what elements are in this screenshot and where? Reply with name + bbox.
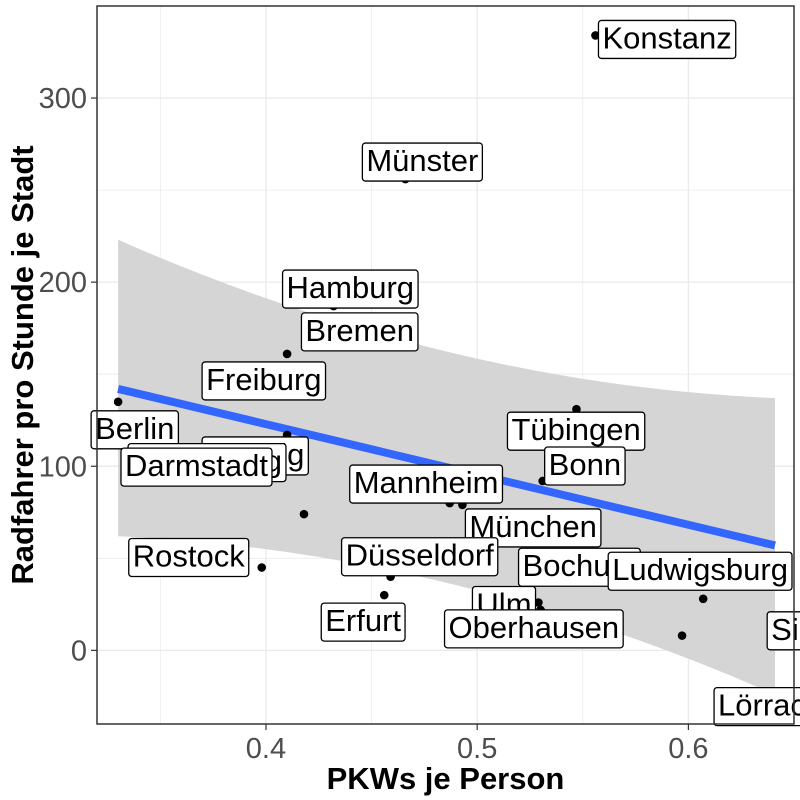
label-bonn: Bonn — [549, 447, 621, 482]
x-axis-title: PKWs je Person — [327, 761, 565, 796]
label-lörrach: Lörrach — [718, 688, 800, 723]
x-tick-label: 0.4 — [246, 733, 286, 765]
data-point-erfurt — [379, 590, 389, 600]
label-group: München — [464, 508, 602, 548]
data-point-siegen — [698, 594, 708, 604]
y-tick-label: 200 — [39, 267, 87, 299]
label-freiburg: Freiburg — [206, 362, 321, 397]
data-point-berlin — [113, 397, 123, 407]
label-box — [349, 464, 504, 504]
label-box — [713, 686, 800, 727]
label-box — [607, 551, 793, 591]
label-tübingen: Tübingen — [511, 412, 640, 447]
label-siegen: Siegen — [771, 612, 800, 647]
label-box — [340, 537, 499, 577]
label-mannheim: Mannheim — [354, 465, 499, 500]
label-box — [300, 312, 419, 352]
label-group: Tübingen — [506, 411, 646, 451]
plot-border — [96, 5, 795, 725]
y-tick-label: 0 — [71, 635, 87, 667]
label-münster: Münster — [366, 143, 478, 178]
label-group: Mannheim — [349, 464, 504, 504]
label-group: Hamburg — [281, 269, 419, 309]
label-rostock: Rostock — [133, 539, 245, 574]
label-ludwigsburg: Ludwigsburg — [612, 552, 788, 587]
label-group: Erfurt — [320, 602, 406, 642]
label-group: Bonn — [544, 446, 626, 486]
y-tick-label: 100 — [39, 451, 87, 483]
label-group: Oberhausen — [443, 609, 624, 649]
label-konstanz: Konstanz — [602, 20, 731, 55]
data-point-lörrach — [677, 631, 687, 640]
label-box — [120, 447, 273, 487]
label-group: Siegen — [766, 611, 800, 651]
y-tick-label: 300 — [39, 83, 87, 115]
label-erfurt: Erfurt — [325, 603, 401, 638]
y-axis-title: Radfahrer pro Stunde je Stadt — [5, 145, 40, 584]
data-point-freiburg — [282, 349, 292, 359]
label-group: Darmstadt — [120, 447, 273, 487]
label-box — [464, 508, 602, 548]
label-berlin: Berlin — [95, 411, 174, 446]
label-hamburg: Hamburg — [287, 270, 415, 305]
label-box — [361, 142, 484, 182]
data-point-rostock — [257, 563, 267, 572]
label-box — [128, 537, 250, 578]
label-box — [597, 19, 737, 60]
label-darmstadt: Darmstadt — [125, 448, 268, 483]
label-box — [544, 446, 626, 486]
label-group: Ludwigsburg — [607, 551, 793, 591]
x-tick-label: 0.5 — [457, 733, 497, 765]
point-labels: Konstanz Münster Hamburg Bremen Freiburg Berl… — [90, 19, 800, 727]
label-oberhausen: Oberhausen — [449, 610, 620, 645]
label-düsseldorf: Düsseldorf — [346, 538, 495, 573]
label-group: Lörrach — [713, 686, 800, 727]
label-bremen: Bremen — [305, 313, 414, 348]
label-group: Rostock — [128, 537, 250, 578]
label-box — [281, 269, 419, 309]
label-group: Freiburg — [201, 361, 327, 401]
data-point-konstanz — [591, 31, 600, 40]
x-tick-label: 0.6 — [668, 733, 708, 765]
label-box — [443, 609, 624, 649]
data-point-darmstadt — [299, 509, 309, 519]
label-group: Bremen — [300, 312, 419, 352]
label-box — [320, 602, 406, 642]
data-point-tübingen — [572, 404, 581, 414]
data-point-ulm — [534, 598, 543, 607]
label-box — [766, 611, 800, 651]
label-group: Düsseldorf — [340, 537, 499, 577]
label-group: Münster — [361, 142, 484, 182]
label-group: Konstanz — [597, 19, 737, 60]
label-box — [201, 361, 327, 401]
